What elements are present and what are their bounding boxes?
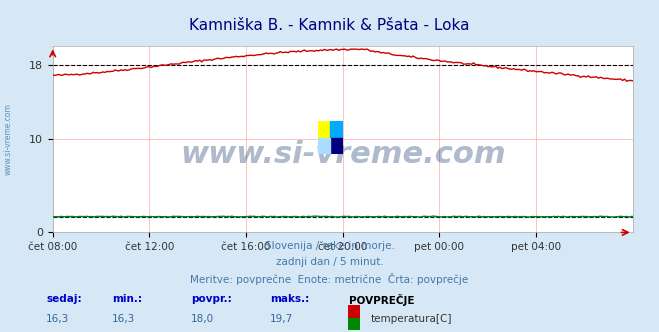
Bar — [330, 121, 343, 138]
Text: 19,7: 19,7 — [270, 314, 293, 324]
Text: sedaj:: sedaj: — [46, 294, 82, 304]
Bar — [330, 138, 343, 154]
Text: Kamniška B. - Kamnik & Pšata - Loka: Kamniška B. - Kamnik & Pšata - Loka — [189, 18, 470, 33]
Text: 18,0: 18,0 — [191, 314, 214, 324]
Text: temperatura[C]: temperatura[C] — [370, 314, 452, 324]
Text: www.si-vreme.com: www.si-vreme.com — [3, 104, 13, 175]
Text: POVPREČJE: POVPREČJE — [349, 294, 415, 306]
Text: Meritve: povprečne  Enote: metrične  Črta: povprečje: Meritve: povprečne Enote: metrične Črta:… — [190, 273, 469, 285]
Text: Slovenija / reke in morje.: Slovenija / reke in morje. — [264, 241, 395, 251]
Text: 16,3: 16,3 — [46, 314, 69, 324]
Bar — [318, 121, 330, 138]
Text: www.si-vreme.com: www.si-vreme.com — [180, 140, 505, 169]
Text: maks.:: maks.: — [270, 294, 310, 304]
Bar — [318, 138, 330, 154]
Text: povpr.:: povpr.: — [191, 294, 232, 304]
Text: 16,3: 16,3 — [112, 314, 135, 324]
Text: zadnji dan / 5 minut.: zadnji dan / 5 minut. — [275, 257, 384, 267]
Text: min.:: min.: — [112, 294, 142, 304]
